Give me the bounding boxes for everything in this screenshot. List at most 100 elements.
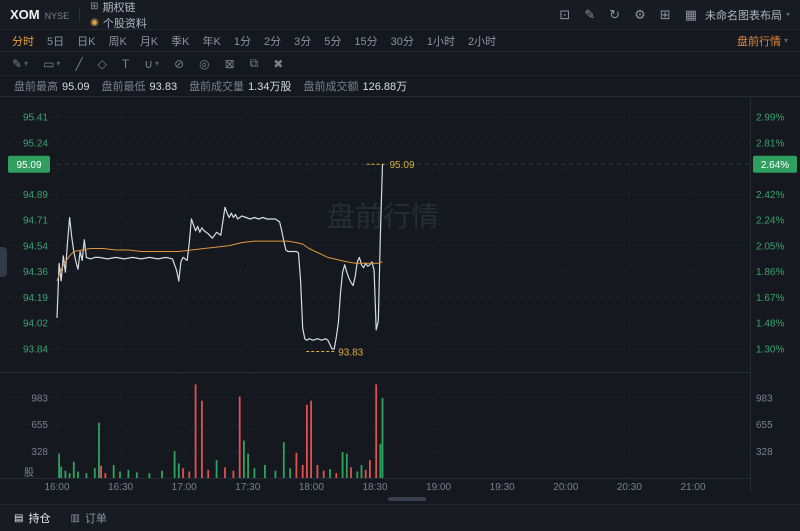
volume-bar (310, 400, 312, 478)
timeframe-item-8[interactable]: 2分 (263, 35, 282, 48)
screenshot-icon[interactable]: ⊡ (559, 6, 571, 22)
orders-icon: ▥ (70, 512, 80, 524)
stat-value: 95.09 (62, 81, 90, 93)
chart-scrollbar[interactable] (0, 495, 800, 502)
topbar: XOM NYSE ⊞ 期权链 ◉ 个股资料 ⊡ ✎ ↻ ⚙ ⊞ ▦ 未命名图表布局 ▾ (0, 0, 800, 30)
volume-bar (375, 384, 378, 478)
volume-bar (177, 463, 180, 478)
pct-tick-label: 1.48% (756, 319, 784, 330)
stat-premarket-turnover: 盘前成交额 126.88万 (303, 78, 407, 94)
volume-bar (207, 469, 210, 478)
lock-tool-icon[interactable]: ⊠ (224, 56, 235, 71)
bottom-panel-tabs: ▤ 持仓 ▥ 订单 (0, 504, 800, 531)
timeframe-bar: 分时 5日 日K 周K 月K 季K 年K 1分 2分 3分 5分 15分 30分 1小时 2小时 盘前行情 … (0, 30, 800, 52)
volume-bar (306, 404, 308, 478)
session-selector[interactable]: 盘前行情 ▾ (737, 33, 788, 49)
volume-bar (329, 469, 331, 478)
chart-layout-selector[interactable]: 未命名图表布局 ▾ (705, 7, 790, 23)
symbol: XOM (10, 7, 40, 22)
time-tick-label: 21:00 (680, 482, 705, 493)
time-tick-label: 20:00 (553, 482, 578, 493)
timeframe-item-4[interactable]: 月K (139, 35, 159, 48)
volume-bar (60, 466, 63, 478)
tab-orders[interactable]: ▥ 订单 (70, 510, 106, 526)
session-label: 盘前行情 (736, 35, 781, 48)
eraser-tool-icon[interactable]: ⊘ (174, 56, 185, 71)
options-chain-icon: ⊞ (90, 1, 99, 12)
volume-bar (282, 442, 285, 478)
volume-bar (364, 469, 367, 478)
stat-premarket-low: 盘前最低 93.83 (102, 78, 178, 94)
timeframe-item-11[interactable]: 15分 (354, 35, 378, 48)
chart-watermark: 盘前行情 (327, 201, 439, 232)
pct-tick-label: 2.42% (756, 190, 784, 201)
exchange-badge: NYSE (44, 10, 70, 21)
volume-bar (85, 473, 88, 478)
stat-label: 盘前成交额 (303, 81, 359, 93)
volume-bar (68, 473, 71, 478)
caret-down-icon: ▾ (155, 59, 160, 68)
pct-tick-label: 2.05% (756, 241, 784, 252)
timeframe-item-10[interactable]: 5分 (324, 35, 342, 48)
layers-tool-icon[interactable]: ⧉ (249, 56, 259, 70)
timeframe-list: 分时 5日 日K 周K 月K 季K 年K 1分 2分 3分 5分 15分 30分 1小时 2小时 (12, 33, 509, 49)
price-tick-label: 94.36 (23, 267, 48, 278)
volume-bar (173, 451, 176, 478)
timeframe-item-1[interactable]: 5日 (47, 35, 65, 48)
timeframe-item-5[interactable]: 季K (171, 35, 190, 48)
timeframe-item-6[interactable]: 年K (202, 35, 221, 48)
volume-bar (77, 471, 79, 478)
topbar-tab-label: 期权链 (102, 1, 136, 14)
draw-tool-icon[interactable]: ✎ ▾ (12, 56, 29, 71)
timeframe-item-13[interactable]: 1小时 (426, 35, 455, 48)
stat-value: 1.34万股 (248, 81, 292, 93)
add-panel-icon[interactable]: ⊞ (659, 6, 671, 22)
timeframe-item-12[interactable]: 30分 (390, 35, 414, 48)
time-tick-label: 16:30 (108, 482, 133, 493)
shape-tool-icon[interactable]: ▭ ▾ (43, 56, 61, 71)
volume-bar (135, 472, 138, 478)
timeframe-item-9[interactable]: 3分 (294, 35, 312, 48)
edit-icon[interactable]: ✎ (584, 6, 596, 22)
delete-tool-icon[interactable]: ✖ (273, 56, 284, 71)
scrollbar-thumb[interactable] (388, 497, 426, 501)
volume-bar (238, 396, 241, 478)
time-tick-label: 17:00 (172, 482, 197, 493)
settings-icon[interactable]: ⚙ (634, 6, 646, 22)
magnet-tool-icon[interactable]: ∪ ▾ (144, 56, 160, 71)
timeframe-item-14[interactable]: 2小时 (467, 35, 497, 48)
tab-positions[interactable]: ▤ 持仓 (14, 510, 50, 526)
timeframe-item-0[interactable]: 分时 (12, 35, 34, 48)
grid-layout-icon[interactable]: ▦ (684, 6, 697, 22)
text-tool-icon[interactable]: T (121, 56, 130, 71)
volume-bar (215, 460, 218, 478)
volume-bar (369, 460, 371, 478)
caret-down-icon: ▾ (24, 59, 29, 68)
volume-bar (350, 467, 352, 478)
visibility-tool-icon[interactable]: ◎ (199, 56, 210, 71)
caret-down-icon: ▾ (785, 10, 790, 19)
trendline-tool-icon[interactable]: ╱ (75, 56, 83, 71)
average-line (56, 240, 383, 282)
topbar-tab-stock-info[interactable]: ◉ 个股资料 (90, 15, 147, 31)
stat-label: 盘前最高 (14, 81, 58, 93)
tab-orders-label: 订单 (84, 513, 107, 525)
stat-premarket-high: 盘前最高 95.09 (14, 78, 90, 94)
timeframe-item-2[interactable]: 日K (77, 35, 96, 48)
topbar-tab-options-chain[interactable]: ⊞ 期权链 (90, 0, 147, 15)
pct-tick-label: 2.99% (756, 113, 784, 124)
current-price-badge-label: 95.09 (16, 160, 41, 171)
topbar-left: XOM NYSE ⊞ 期权链 ◉ 个股资料 (10, 0, 163, 31)
refresh-icon[interactable]: ↻ (609, 6, 621, 22)
stat-premarket-volume: 盘前成交量 1.34万股 (189, 78, 291, 94)
side-panel-handle[interactable] (0, 247, 7, 277)
price-chart[interactable]: 盘前行情 95.41 95.24 94.89 94.71 94.54 94.36 94.19 9… (0, 96, 800, 493)
tab-positions-label: 持仓 (28, 513, 51, 525)
volume-tick-label: 655 (31, 420, 48, 431)
volume-bar (232, 470, 235, 478)
volume-bar (201, 400, 203, 478)
volume-bar (341, 452, 344, 478)
timeframe-item-7[interactable]: 1分 (233, 35, 251, 48)
timeframe-item-3[interactable]: 周K (108, 35, 127, 48)
fibonacci-tool-icon[interactable]: ◇ (97, 56, 107, 71)
